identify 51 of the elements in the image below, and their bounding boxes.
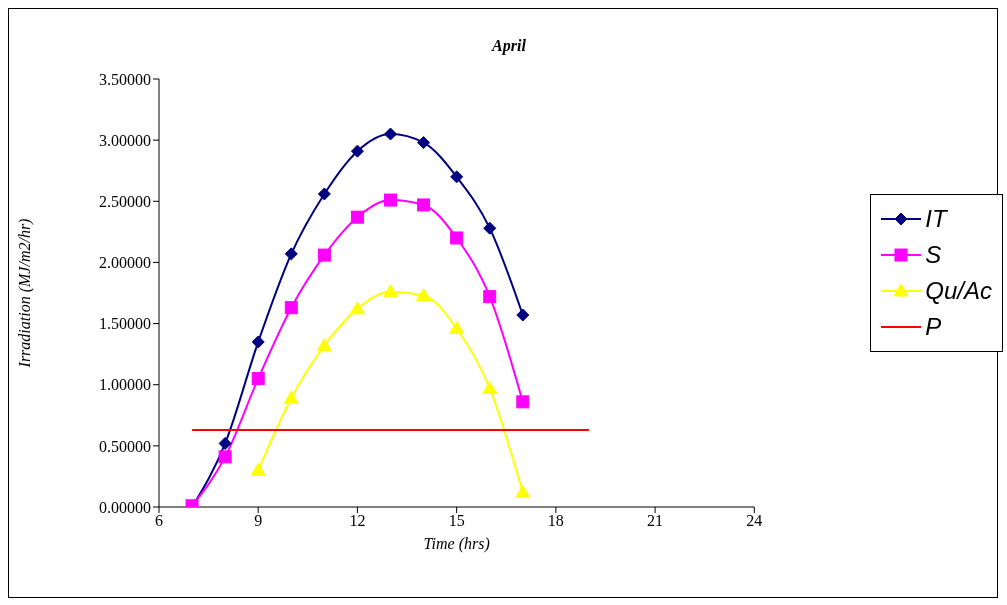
point [450,170,464,184]
point [384,127,397,141]
point [316,338,332,352]
legend-label: S [925,241,942,269]
y-tick-label: 3.50000 [99,70,151,88]
point [349,301,365,315]
point [383,284,398,298]
y-tick-label: 2.00000 [99,254,151,272]
point [251,335,265,349]
y-tick-label: 1.00000 [99,376,151,394]
point [515,484,531,498]
point [450,231,464,245]
point [350,144,364,158]
y-tick-label: 3.00000 [99,131,151,149]
x-tick-label: 9 [254,512,263,530]
x-tick-label: 21 [647,512,664,530]
point [218,436,232,450]
point [284,301,298,315]
point [449,320,465,334]
x-tick-label: 18 [547,512,564,530]
point [417,198,431,212]
legend-label: Qu/Ac [925,277,992,305]
point [384,193,397,207]
point [350,210,364,224]
point [218,450,232,464]
x-tick-label: 12 [349,512,366,530]
point [283,390,299,404]
legend-label: P [925,313,942,341]
point [482,380,498,394]
point [251,372,265,386]
point [483,221,497,235]
legend-label: IT [925,205,947,233]
point [416,287,432,301]
point [317,248,331,262]
point [516,395,530,409]
x-tick-label: 15 [448,512,465,530]
y-tick-label: 0.00000 [99,498,151,516]
x-axis-title: Time (hrs) [423,535,490,553]
y-tick-label: 1.50000 [99,315,151,333]
point [417,136,431,150]
y-tick-label: 2.50000 [99,192,151,210]
y-tick-label: 0.50000 [99,437,151,455]
point [483,290,497,304]
point [317,187,331,201]
x-tick-label: 6 [155,512,163,530]
y-axis-title: Irradiation (MJ/m2/hr) [15,218,34,369]
chart-title: April [491,37,527,55]
x-tick-label: 24 [746,512,763,530]
point [250,462,266,476]
point [284,247,298,261]
point [516,308,530,322]
